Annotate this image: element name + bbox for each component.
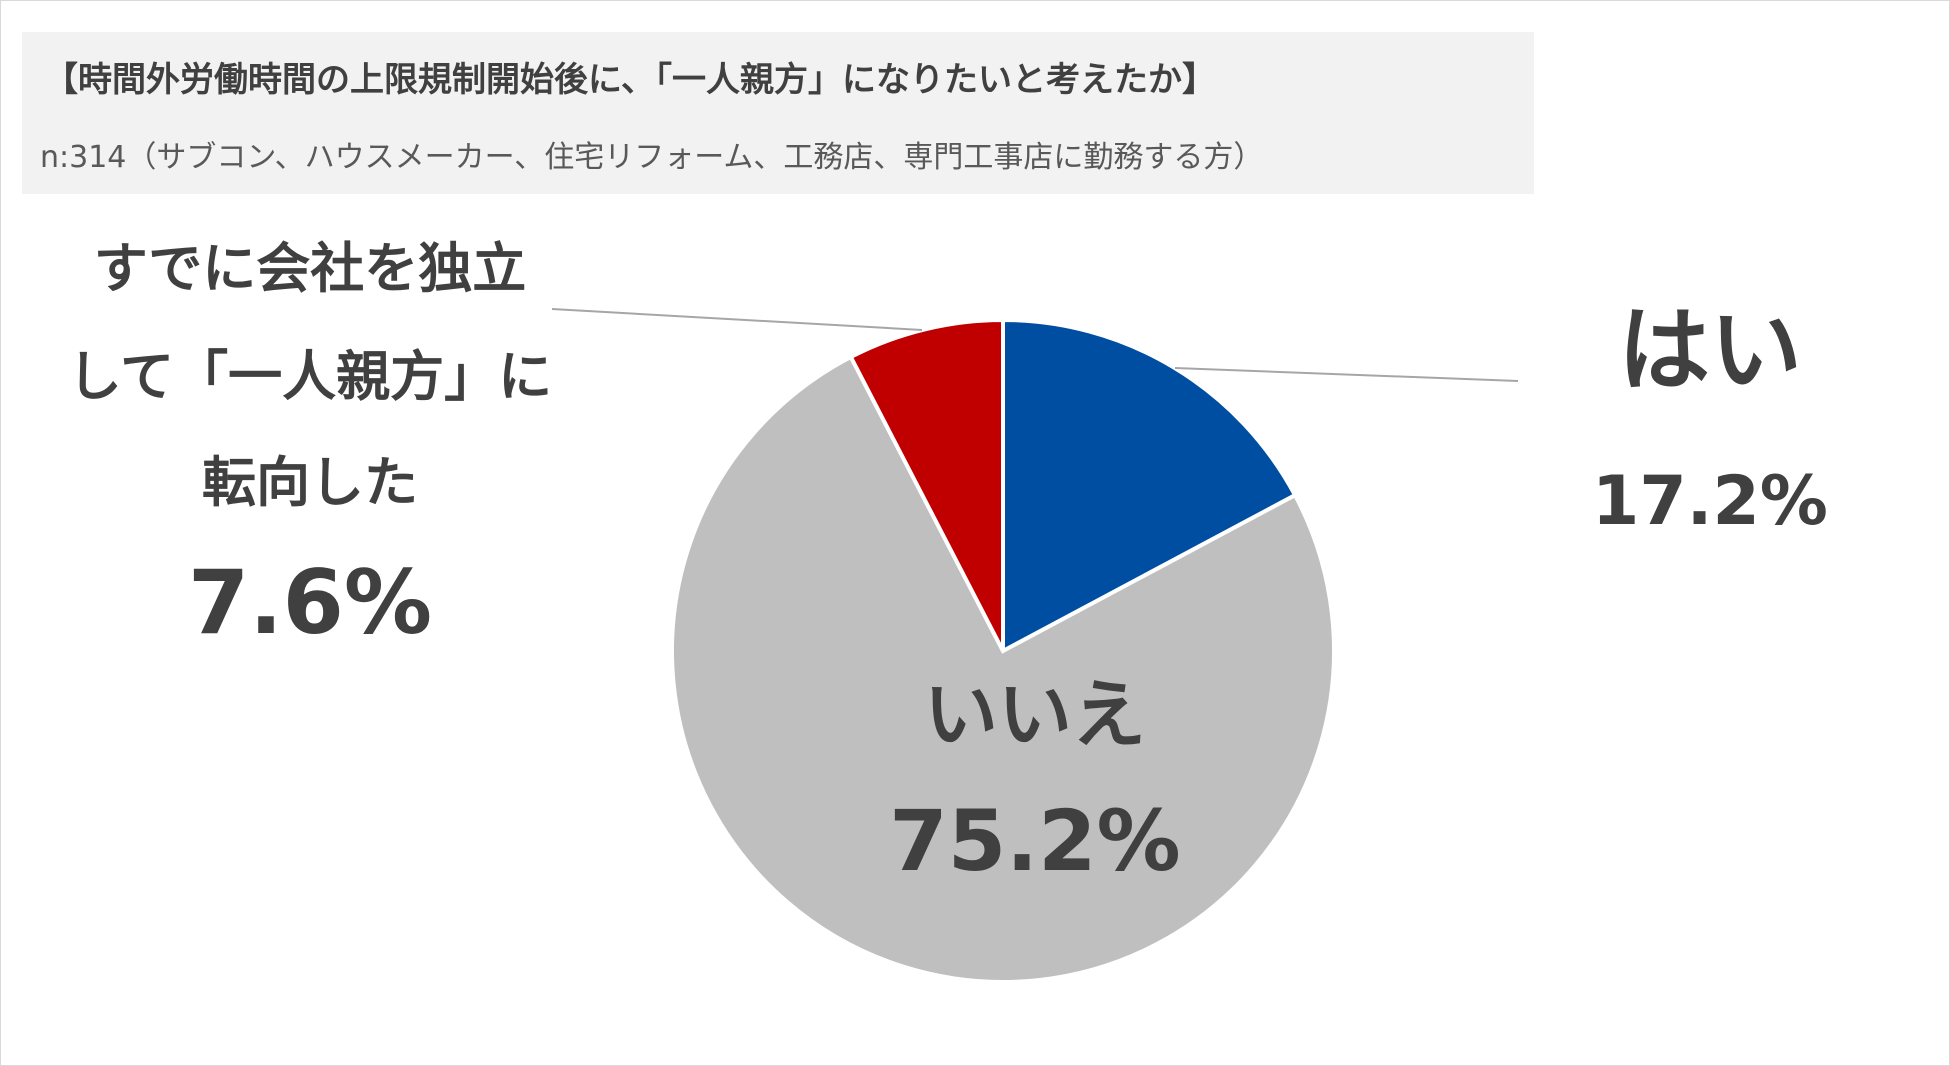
label-independent-line-1: すでに会社を独立	[93, 237, 527, 300]
label-independent-line-3: 転向した	[202, 451, 418, 514]
label-iie-name: いいえ	[924, 672, 1146, 758]
chart-title: 【時間外労働時間の上限規制開始後に、「一人親方」になりたいと考えたか】	[44, 60, 1216, 100]
leader-line-independent	[551, 308, 923, 331]
pie-slices	[670, 317, 1336, 984]
label-hai-value: 17.2%	[1592, 462, 1828, 541]
label-hai-name: はい	[1617, 297, 1802, 404]
pie-slice-hai	[1001, 317, 1298, 655]
label-iie-value: 75.2%	[889, 792, 1181, 890]
leader-line-hai	[1174, 367, 1519, 382]
chart-header: 【時間外労働時間の上限規制開始後に、「一人親方」になりたいと考えたか】 n:31…	[22, 32, 1534, 194]
label-independent-value: 7.6%	[187, 551, 433, 654]
label-independent-line-2: して「一人親方」に	[67, 345, 553, 408]
pie-slice-independent	[848, 317, 1005, 652]
pie-slice-iie	[670, 354, 1336, 984]
chart-subtitle: n:314（サブコン、ハウスメーカー、住宅リフォーム、工務店、専門工事店に勤務す…	[40, 140, 1264, 175]
